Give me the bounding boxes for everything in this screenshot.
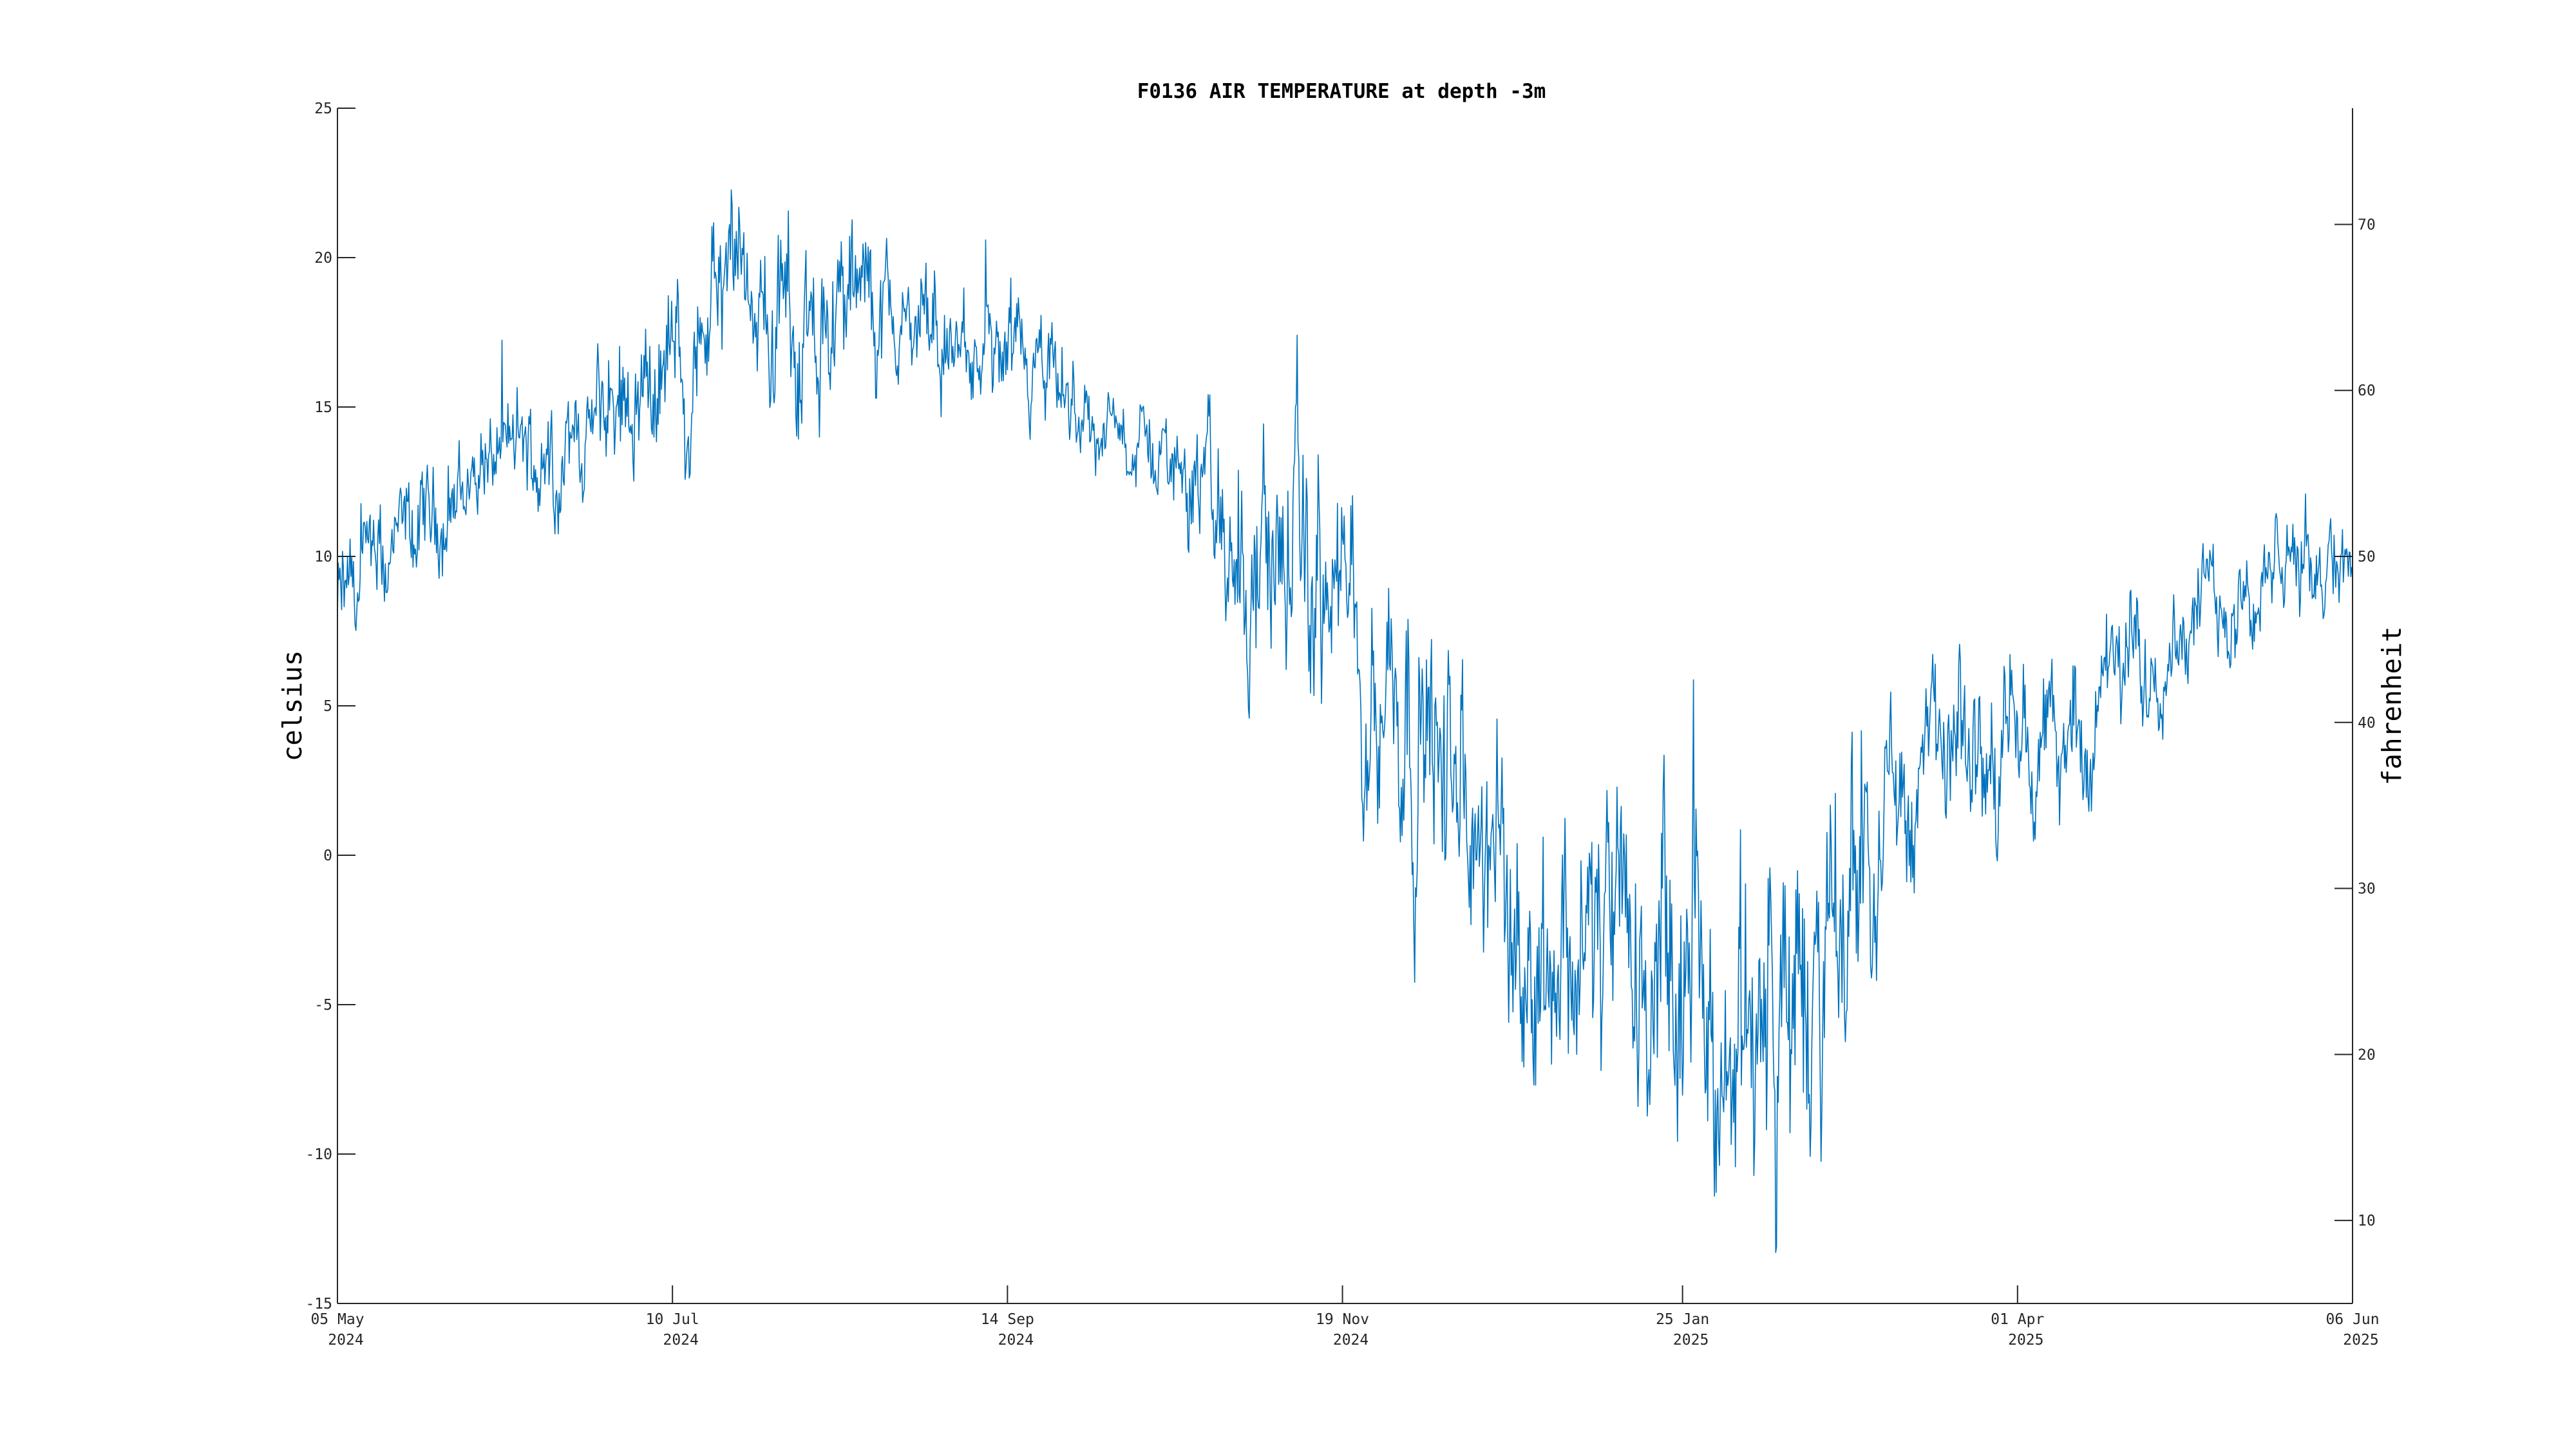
x-tick-label-year: 2024 xyxy=(663,1332,698,1349)
chart-title: F0136 AIR TEMPERATURE at depth -3m xyxy=(1137,80,1546,103)
left-y-tick-label: -15 xyxy=(305,1296,332,1312)
x-tick-label-year: 2025 xyxy=(1673,1332,1709,1349)
right-y-ticks: 70 60 50 40 30 20 10 xyxy=(2334,216,2376,1229)
left-y-tick-label: 25 xyxy=(314,100,332,117)
right-y-tick-label: 40 xyxy=(2358,715,2376,732)
right-y-axis-label: fahrenheit xyxy=(2376,627,2407,786)
x-tick-label-date: 14 Sep xyxy=(981,1311,1034,1328)
x-tick-label-date: 25 Jan xyxy=(1656,1311,1709,1328)
right-y-tick-label: 70 xyxy=(2358,216,2376,233)
x-tick-label-date: 06 Jun xyxy=(2325,1311,2379,1328)
right-y-tick-label: 50 xyxy=(2358,549,2376,565)
x-tick-label-date: 10 Jul xyxy=(646,1311,699,1328)
left-y-tick-label: 5 xyxy=(323,698,332,715)
x-tick-label-date: 19 Nov xyxy=(1316,1311,1369,1328)
x-tick-label-year: 2024 xyxy=(1333,1332,1368,1349)
right-y-tick-label: 60 xyxy=(2358,383,2376,399)
x-tick-label-date: 05 May xyxy=(310,1311,364,1328)
x-tick-label-year: 2025 xyxy=(2343,1332,2378,1349)
x-tick-label-date: 01 Apr xyxy=(1991,1311,2044,1328)
x-tick-label-year: 2024 xyxy=(328,1332,363,1349)
left-y-tick-label: -10 xyxy=(305,1146,332,1163)
left-y-tick-label: 20 xyxy=(314,250,332,267)
left-y-tick-label: 10 xyxy=(314,549,332,565)
plot-area xyxy=(337,189,2353,1253)
left-y-tick-label: -5 xyxy=(314,997,332,1014)
x-tick-label-year: 2025 xyxy=(2008,1332,2043,1349)
right-y-tick-label: 20 xyxy=(2358,1046,2376,1063)
x-tick-label-year: 2024 xyxy=(998,1332,1034,1349)
left-y-ticks: 25 20 15 10 5 0 -5 -10 -15 xyxy=(305,100,355,1312)
temperature-series-line xyxy=(337,189,2353,1253)
left-y-tick-label: 15 xyxy=(314,399,332,416)
x-ticks: 05 May 2024 10 Jul 2024 14 Sep 2024 19 Nov 2024… xyxy=(310,1285,2380,1349)
left-y-tick-label: 0 xyxy=(323,848,332,864)
left-y-axis-label: celsius xyxy=(277,650,308,762)
right-y-tick-label: 10 xyxy=(2358,1213,2376,1229)
right-y-tick-label: 30 xyxy=(2358,881,2376,898)
